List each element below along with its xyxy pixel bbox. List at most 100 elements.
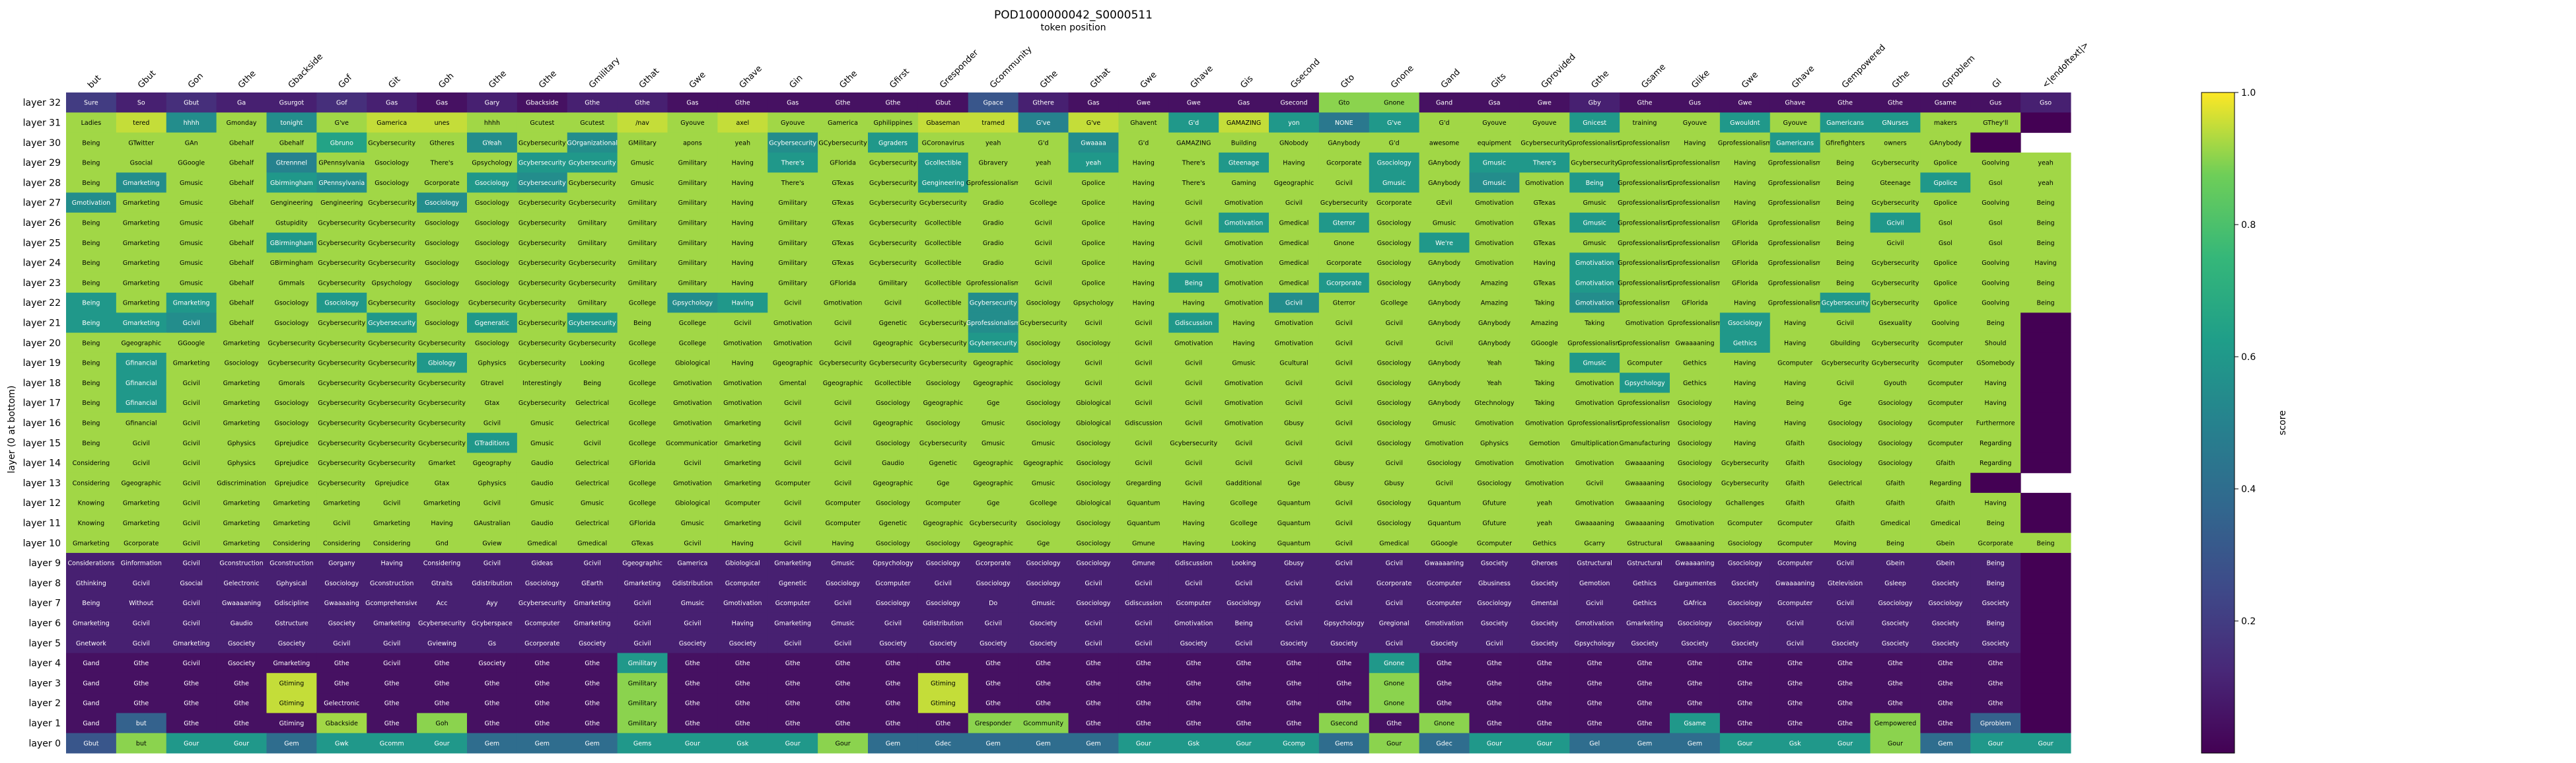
heatmap-cell	[617, 312, 668, 334]
heatmap-cell-label: GSomebody	[1976, 360, 2015, 367]
heatmap-cell-label: Gcomp	[1283, 740, 1305, 747]
heatmap-cell-label: Being	[82, 180, 100, 187]
heatmap-cell-label: Gelectronic	[224, 580, 260, 587]
heatmap-cell	[1820, 252, 1871, 273]
heatmap-cell	[1770, 332, 1821, 353]
heatmap-cell-label: Gprofessionalism	[1768, 160, 1822, 167]
heatmap-cell-label: Gbein	[1936, 560, 1954, 567]
heatmap-cell-label: Gfaith	[1785, 460, 1805, 467]
heatmap-cell	[818, 212, 869, 233]
heatmap-cell-label: hhhh	[184, 120, 199, 127]
heatmap-cell	[1620, 433, 1670, 453]
heatmap-cell	[1168, 412, 1219, 433]
heatmap-cell	[266, 332, 317, 353]
heatmap-cell	[717, 293, 768, 313]
heatmap-cell	[467, 332, 518, 353]
heatmap-cell	[1018, 332, 1069, 353]
heatmap-cell-label: Gmedical	[1279, 279, 1309, 287]
heatmap-cell-label: Gthe	[133, 660, 149, 667]
heatmap-cell-label: Having	[732, 279, 754, 287]
heatmap-cell	[968, 152, 1019, 173]
heatmap-cell-label: Gcybersecurity	[318, 420, 365, 427]
heatmap-cell	[517, 92, 568, 113]
heatmap-cell-label: Gsociety	[1982, 640, 2010, 647]
heatmap-cell-label: Gsociology	[926, 560, 960, 567]
heatmap-cell-label: Gthe	[1737, 660, 1752, 667]
heatmap-cell-label: Gcomputer	[775, 600, 810, 607]
heatmap-cell	[1519, 332, 1570, 353]
heatmap-cell-label: Gdiscussion	[1125, 420, 1163, 427]
heatmap-cell	[1920, 332, 1971, 353]
heatmap-cell-label: Gcybersecurity	[1871, 160, 1919, 167]
heatmap-cell-label: Gsociety	[228, 640, 256, 647]
heatmap-cell-label: Having	[1784, 380, 1806, 387]
heatmap-cell-label: Gmarketing	[774, 560, 811, 567]
heatmap-cell-label: Gthe	[1487, 680, 1502, 687]
heatmap-cell-label: Gtheres	[429, 139, 454, 147]
heatmap-cell	[116, 212, 167, 233]
heatmap-cell	[868, 453, 919, 474]
heatmap-cell-label: Having	[2034, 260, 2056, 267]
heatmap-cell	[1569, 272, 1620, 293]
heatmap-cell-label: Gas	[686, 100, 698, 107]
heatmap-cell-label: Gnicest	[1583, 120, 1606, 127]
heatmap-cell	[717, 412, 768, 433]
x-tick-label: Gthe	[487, 69, 509, 91]
heatmap-cell-label: GTwitter	[128, 139, 154, 147]
heatmap-cell-label: Gcivil	[1386, 640, 1403, 647]
heatmap-cell-label: Gmarketing	[724, 460, 761, 467]
heatmap-cell-label: GAn	[185, 139, 198, 147]
heatmap-cell	[166, 112, 217, 133]
heatmap-cell-label: Gcybersecurity	[970, 520, 1017, 527]
heatmap-cell-label: Gcorporate	[1326, 260, 1362, 267]
heatmap-cell	[216, 132, 267, 153]
heatmap-cell-label: Gsociety	[1531, 580, 1559, 587]
heatmap-cell-label: Gcivil	[1185, 380, 1202, 387]
heatmap-cell-label: Gsexuality	[1878, 320, 1912, 327]
heatmap-cell-label: Gphysics	[1480, 440, 1509, 447]
heatmap-cell-label: Gcybersecurity	[418, 420, 466, 427]
heatmap-cell	[1519, 412, 1570, 433]
heatmap-cell-label: Gcybersecurity	[1320, 200, 1368, 207]
heatmap-cell-label: Gcollege	[629, 300, 657, 307]
heatmap-cell-label: GOrganizational	[567, 139, 618, 147]
heatmap-cell-label: Ggeographic	[121, 340, 161, 347]
heatmap-cell	[417, 453, 468, 474]
heatmap-cell	[1870, 373, 1921, 394]
heatmap-cell-label: Gsociety	[1180, 640, 1208, 647]
heatmap-cell-label: Gsociology	[1026, 340, 1061, 347]
heatmap-cell	[1569, 352, 1620, 373]
heatmap-cell	[667, 233, 718, 253]
heatmap-cell-label: Gstructural	[1577, 560, 1612, 567]
heatmap-cell	[1620, 152, 1670, 173]
heatmap-cell	[1719, 132, 1771, 153]
heatmap-cell-label: Having	[732, 240, 754, 247]
heatmap-cell	[1118, 272, 1169, 293]
heatmap-cell-label: Gthe	[785, 660, 801, 667]
heatmap-cell	[667, 252, 718, 273]
heatmap-cell	[216, 92, 267, 113]
heatmap-cell	[768, 412, 818, 433]
heatmap-cell-label: Gpolice	[1082, 180, 1106, 187]
heatmap-cell	[1920, 233, 1971, 253]
heatmap-cell	[1719, 293, 1771, 313]
heatmap-cell	[1719, 412, 1771, 433]
heatmap-cell-label: Gbehalf	[279, 139, 304, 147]
heatmap-cell-label: Gdec	[935, 740, 951, 747]
heatmap-cell-label: Gmarketing	[123, 219, 160, 227]
heatmap-cell	[1670, 433, 1721, 453]
heatmap-cell-label: Gcivil	[1837, 560, 1854, 567]
heatmap-cell-label: Gradio	[983, 200, 1004, 207]
heatmap-cell	[768, 312, 818, 334]
heatmap-cell-label: GTexas	[832, 219, 853, 227]
heatmap-cell-label: Gcomputer	[1777, 540, 1812, 547]
heatmap-cell	[1318, 132, 1370, 153]
heatmap-cell	[617, 352, 668, 373]
y-tick-label: layer 7	[29, 599, 61, 609]
y-tick-label: layer 24	[23, 258, 61, 269]
heatmap-cell-label: Gthe	[534, 680, 550, 687]
heatmap-cell-label: Gmilitary	[778, 279, 807, 287]
heatmap-cell	[1219, 412, 1270, 433]
heatmap-cell	[467, 212, 518, 233]
heatmap-cell-label: GAnybody	[1428, 360, 1460, 367]
